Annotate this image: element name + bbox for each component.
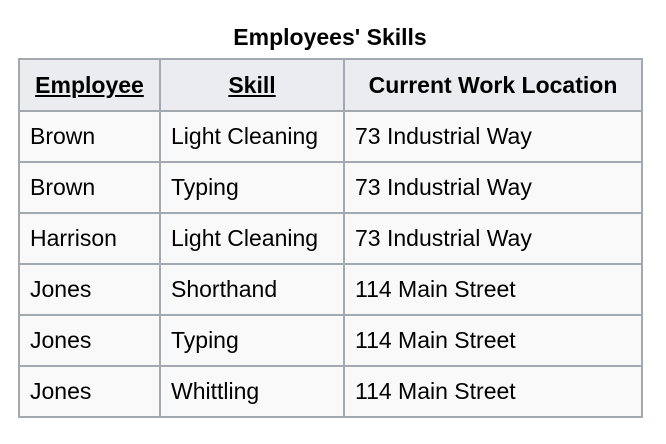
column-header-skill: Skill (159, 58, 345, 112)
cell-employee: Brown (18, 110, 161, 163)
table-row: Harrison Light Cleaning 73 Industrial Wa… (18, 212, 643, 265)
table-caption: Employees' Skills (233, 24, 427, 50)
cell-skill: Whittling (159, 365, 345, 418)
employees-skills-table: Employee Skill Current Work Location Bro… (18, 58, 643, 418)
cell-skill: Shorthand (159, 263, 345, 316)
table-row: Jones Typing 114 Main Street (18, 314, 643, 367)
cell-skill: Light Cleaning (159, 110, 345, 163)
cell-skill: Typing (159, 314, 345, 367)
cell-work-location: 114 Main Street (343, 365, 643, 418)
cell-work-location: 73 Industrial Way (343, 110, 643, 163)
cell-work-location: 73 Industrial Way (343, 212, 643, 265)
column-header-employee: Employee (18, 58, 161, 112)
cell-work-location: 73 Industrial Way (343, 161, 643, 214)
header-row: Employee Skill Current Work Location (18, 58, 643, 112)
table-row: Jones Shorthand 114 Main Street (18, 263, 643, 316)
cell-work-location: 114 Main Street (343, 263, 643, 316)
table-row: Jones Whittling 114 Main Street (18, 365, 643, 418)
cell-employee: Jones (18, 263, 161, 316)
cell-employee: Jones (18, 314, 161, 367)
cell-work-location: 114 Main Street (343, 314, 643, 367)
cell-employee: Harrison (18, 212, 161, 265)
cell-employee: Jones (18, 365, 161, 418)
cell-skill: Light Cleaning (159, 212, 345, 265)
column-header-current-work-location: Current Work Location (343, 58, 643, 112)
cell-skill: Typing (159, 161, 345, 214)
table-row: Brown Light Cleaning 73 Industrial Way (18, 110, 643, 163)
cell-employee: Brown (18, 161, 161, 214)
table-row: Brown Typing 73 Industrial Way (18, 161, 643, 214)
